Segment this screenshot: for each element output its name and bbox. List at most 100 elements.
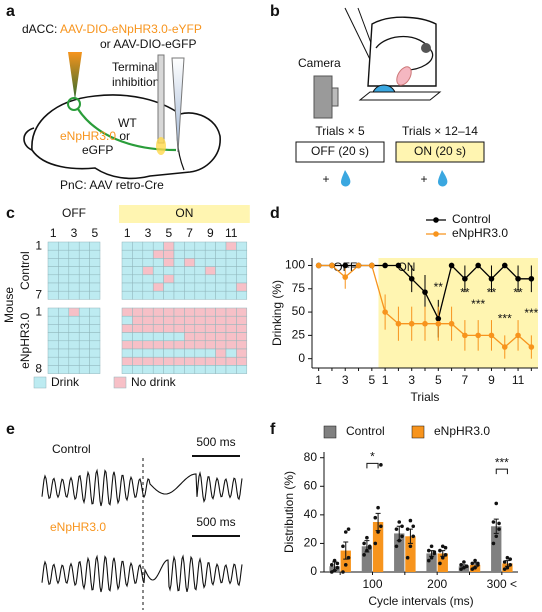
marker [515, 275, 521, 282]
cell [121, 241, 133, 251]
data-point [426, 548, 431, 553]
panel-label: f [270, 421, 276, 438]
cell [225, 290, 237, 300]
cell [132, 340, 144, 350]
bar [426, 553, 437, 572]
virus-alt: or AAV-DIO-eGFP [100, 37, 196, 51]
cell [163, 266, 175, 276]
brain [31, 94, 221, 180]
marker [395, 320, 402, 327]
data-point [400, 534, 404, 539]
bar [405, 536, 416, 572]
data-point [367, 544, 372, 549]
cell [215, 324, 227, 333]
cell [121, 356, 133, 366]
data-point [343, 530, 348, 534]
data-point [491, 541, 496, 546]
marker [329, 262, 335, 269]
cell [184, 315, 196, 325]
data-point [440, 544, 445, 549]
x-tick-label: 3 [342, 373, 349, 387]
cell [194, 348, 206, 358]
cell [68, 258, 80, 267]
phase-label: ON [397, 260, 415, 274]
marker [435, 315, 442, 322]
cell [236, 332, 248, 342]
cell [204, 348, 216, 358]
cell [58, 332, 70, 342]
marker [501, 262, 508, 269]
cell [89, 266, 101, 276]
cell [173, 340, 185, 350]
on-shade [378, 258, 538, 368]
cell [132, 290, 144, 300]
olfactory-bulb [23, 127, 35, 151]
marker [408, 320, 415, 327]
plus: + [322, 172, 329, 186]
cell [215, 249, 227, 259]
data-point [397, 520, 402, 524]
cell [184, 340, 196, 350]
cell [194, 282, 206, 292]
cell [173, 282, 185, 292]
cell [47, 282, 59, 292]
panel-label: c [6, 205, 15, 222]
cell [78, 348, 90, 358]
cell [184, 332, 196, 342]
cell [78, 249, 90, 259]
cell [215, 274, 227, 284]
on-box [395, 141, 485, 163]
cell [173, 332, 185, 342]
column-label: 1 [50, 226, 57, 240]
cell [152, 274, 164, 284]
cell [68, 365, 80, 374]
cell [194, 266, 206, 276]
cell [163, 282, 175, 292]
cell [121, 332, 133, 342]
data-point [411, 534, 416, 539]
opsin: eNpHR3.0 [60, 129, 116, 143]
marker [342, 274, 349, 280]
cell [132, 241, 144, 251]
scale-label: 500 ms [196, 515, 235, 529]
cell [89, 365, 101, 374]
injection-needle [68, 52, 82, 100]
cell [68, 348, 80, 358]
pnc-label: PnC: AAV retro-Cre [60, 178, 164, 192]
cell [204, 365, 216, 374]
cell [152, 266, 164, 276]
data-point [379, 463, 383, 467]
cell [184, 356, 196, 366]
data-point [473, 558, 477, 563]
cell [215, 307, 227, 317]
cell [236, 324, 248, 333]
cell [121, 324, 133, 333]
data-point [429, 544, 434, 549]
cell [173, 290, 185, 300]
cell [142, 348, 154, 358]
cell [58, 324, 70, 333]
x-tick-label: 9 [488, 373, 495, 387]
cell [121, 290, 133, 300]
data-point [335, 561, 340, 566]
data-point [394, 544, 399, 549]
data-point [411, 524, 416, 529]
marker [395, 262, 402, 269]
x-tick-label: 5 [435, 373, 442, 387]
cell [225, 365, 237, 374]
data-point [400, 524, 404, 529]
column-label: 1 [124, 226, 131, 240]
cell [89, 241, 101, 251]
data-point [373, 515, 378, 520]
cell [236, 274, 248, 284]
axis-label: Mouse [2, 287, 16, 323]
dacc-site [67, 97, 81, 111]
row-label: 7 [35, 287, 42, 301]
cell [142, 340, 154, 350]
cell [225, 340, 237, 350]
cell [132, 315, 144, 325]
cell [225, 332, 237, 342]
marker [408, 275, 415, 282]
cell [236, 258, 248, 267]
cell [58, 365, 70, 374]
